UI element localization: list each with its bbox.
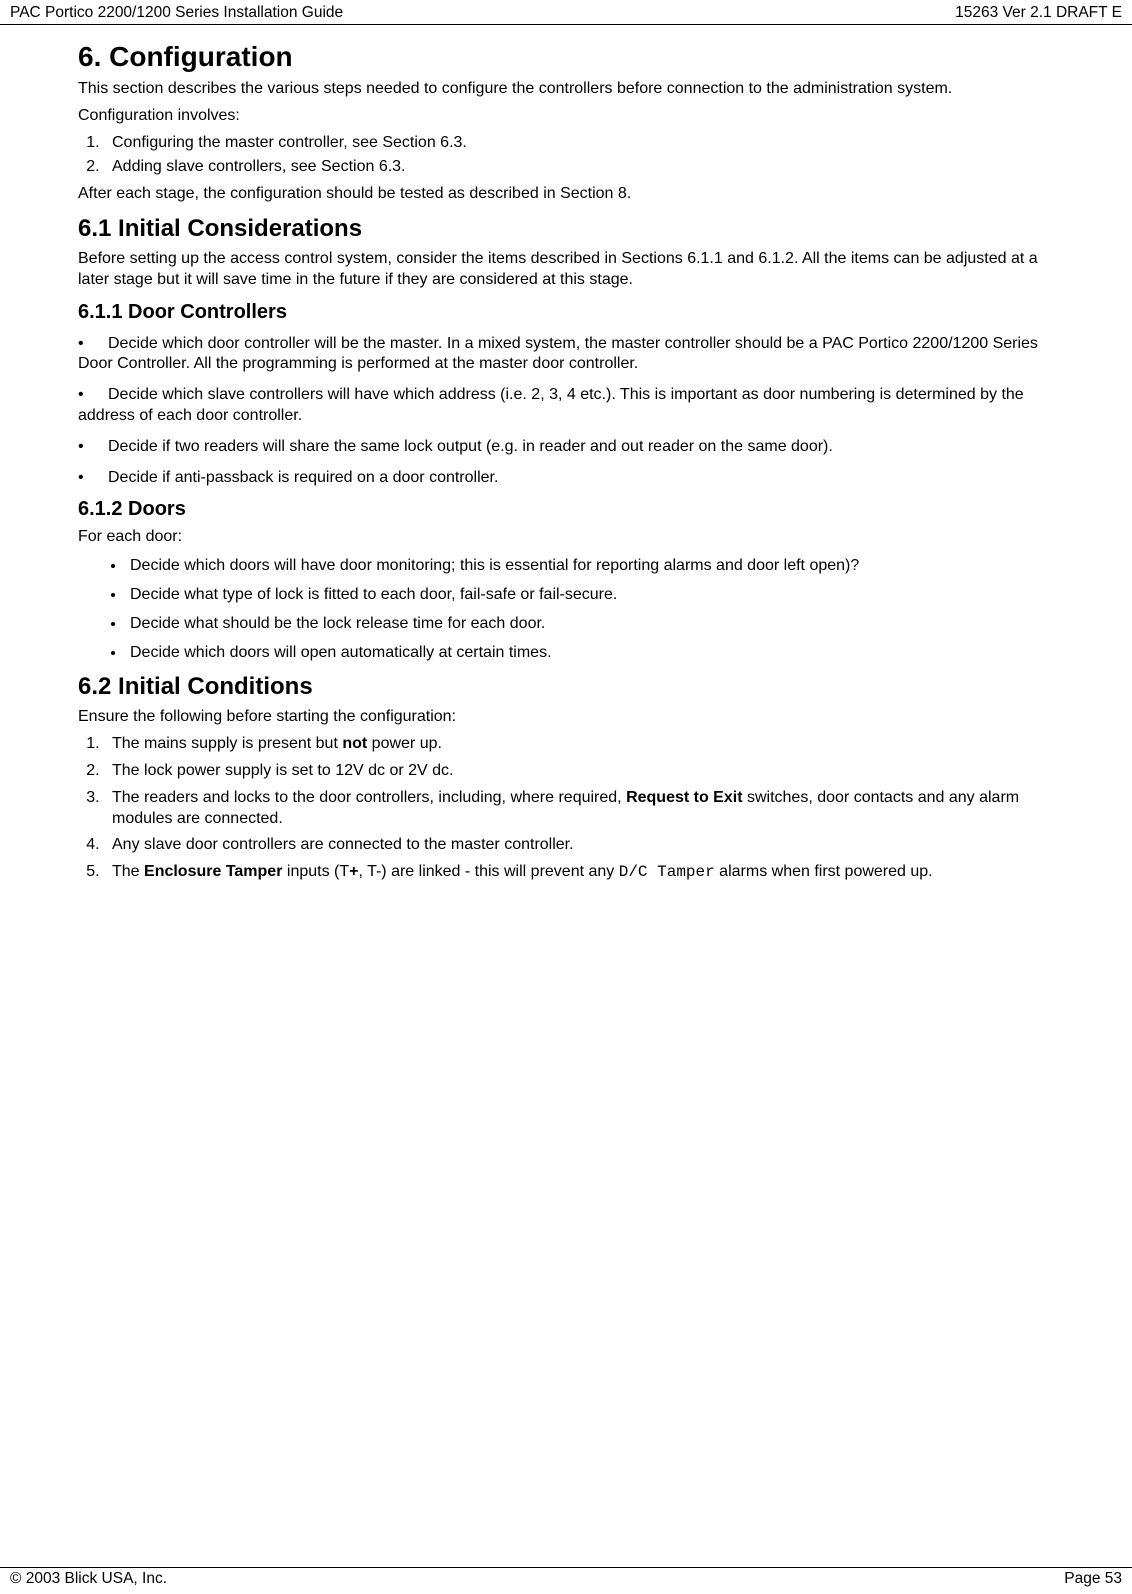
section-6-after: After each stage, the configuration shou… (78, 184, 1054, 205)
list-item: Any slave door controllers are connected… (104, 835, 1054, 856)
section-6-2-title: 6.2 Initial Conditions (78, 673, 1054, 701)
list-item: Adding slave controllers, see Section 6.… (104, 157, 1054, 178)
text-run: power up. (367, 735, 442, 752)
bullet-item: •Decide if anti-passback is required on … (78, 468, 1054, 489)
bullet-item: •Decide if two readers will share the sa… (78, 437, 1054, 458)
section-6-1-intro: Before setting up the access control sys… (78, 249, 1054, 291)
section-6-2-list: The mains supply is present but not powe… (78, 734, 1054, 883)
section-6-intro: This section describes the various steps… (78, 79, 1054, 100)
section-6-title: 6. Configuration (78, 41, 1054, 73)
list-item: Decide what type of lock is fitted to ea… (126, 585, 1054, 606)
header-right: 15263 Ver 2.1 DRAFT E (955, 4, 1122, 22)
text-run: inputs (T (282, 863, 349, 880)
text-run: , T-) are linked - this will prevent any (358, 863, 618, 880)
list-item: Decide which doors will open automatical… (126, 643, 1054, 664)
bullet-text: Decide which slave controllers will have… (78, 386, 1024, 424)
bullet-text: Decide if anti-passback is required on a… (108, 469, 498, 486)
header-left: PAC Portico 2200/1200 Series Installatio… (10, 4, 343, 22)
page-content: 6. Configuration This section describes … (0, 25, 1132, 1567)
list-item: The Enclosure Tamper inputs (T+, T-) are… (104, 862, 1054, 883)
page: PAC Portico 2200/1200 Series Installatio… (0, 0, 1132, 1594)
section-6-1-title: 6.1 Initial Considerations (78, 215, 1054, 243)
section-6-involves-label: Configuration involves: (78, 106, 1054, 127)
footer-left: © 2003 Blick USA, Inc. (10, 1570, 167, 1588)
mono-run: D/C Tamper (619, 863, 715, 881)
bold-run: not (342, 735, 367, 752)
bullet-item: •Decide which door controller will be th… (78, 334, 1054, 376)
section-6-1-1-title: 6.1.1 Door Controllers (78, 301, 1054, 324)
text-run: The (112, 863, 144, 880)
section-6-1-2-title: 6.1.2 Doors (78, 498, 1054, 521)
bullet-text: Decide if two readers will share the sam… (108, 438, 833, 455)
bold-run: Enclosure Tamper (144, 863, 282, 880)
list-item: The lock power supply is set to 12V dc o… (104, 761, 1054, 782)
bullet-item: •Decide which slave controllers will hav… (78, 385, 1054, 427)
page-header: PAC Portico 2200/1200 Series Installatio… (0, 0, 1132, 25)
bullet-text: Decide which door controller will be the… (78, 335, 1038, 373)
list-item: The mains supply is present but not powe… (104, 734, 1054, 755)
text-run: The readers and locks to the door contro… (112, 789, 626, 806)
section-6-1-2-bullets: Decide which doors will have door monito… (78, 556, 1054, 663)
footer-right: Page 53 (1064, 1570, 1122, 1588)
list-item: Decide what should be the lock release t… (126, 614, 1054, 635)
text-run: The mains supply is present but (112, 735, 342, 752)
section-6-1-2-lead: For each door: (78, 527, 1054, 548)
list-item: Decide which doors will have door monito… (126, 556, 1054, 577)
text-run: alarms when first powered up. (715, 863, 933, 880)
section-6-steps: Configuring the master controller, see S… (78, 133, 1054, 179)
page-footer: © 2003 Blick USA, Inc. Page 53 (0, 1567, 1132, 1594)
bold-run: Request to Exit (626, 789, 742, 806)
list-item: Configuring the master controller, see S… (104, 133, 1054, 154)
section-6-2-lead: Ensure the following before starting the… (78, 707, 1054, 728)
list-item: The readers and locks to the door contro… (104, 788, 1054, 830)
